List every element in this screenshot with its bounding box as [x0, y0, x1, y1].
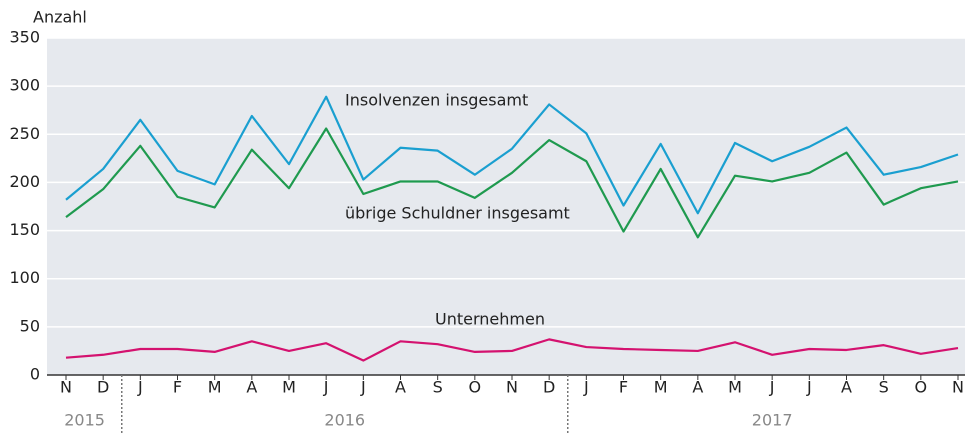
x-tick-label: M: [728, 378, 742, 397]
x-tick-label: S: [433, 378, 443, 397]
series-label: übrige Schuldner insgesamt: [345, 204, 570, 223]
series-line: [65, 95, 959, 215]
x-tick-label: O: [915, 378, 928, 397]
y-tick-label: 250: [9, 124, 40, 143]
series-line: [65, 127, 959, 239]
plot-background: [47, 38, 965, 375]
x-tick-label: D: [543, 378, 555, 397]
x-group-label: 2017: [752, 411, 793, 430]
x-tick-label: A: [395, 378, 406, 397]
x-tick-label: J: [360, 378, 366, 397]
y-tick-label: 0: [30, 365, 40, 384]
series-line: [65, 338, 959, 362]
x-tick-label: J: [323, 378, 329, 397]
x-tick-label: J: [583, 378, 589, 397]
x-tick-label: J: [806, 378, 812, 397]
y-axis-label: Anzahl: [33, 8, 87, 27]
x-tick-label: D: [97, 378, 109, 397]
y-tick-label: 100: [9, 268, 40, 287]
x-tick-label: N: [952, 378, 964, 397]
x-tick-label: S: [879, 378, 889, 397]
x-tick-label: J: [137, 378, 143, 397]
y-tick-label: 150: [9, 220, 40, 239]
y-tick-label: 300: [9, 76, 40, 95]
x-tick-label: M: [282, 378, 296, 397]
x-tick-label: M: [654, 378, 668, 397]
x-group-label: 2015: [64, 411, 105, 430]
x-tick-label: F: [619, 378, 628, 397]
x-group-label: 2016: [324, 411, 365, 430]
x-tick-label: A: [692, 378, 703, 397]
series-label: Unternehmen: [435, 310, 545, 329]
x-tick-label: O: [469, 378, 482, 397]
x-tick-label: F: [173, 378, 182, 397]
y-tick-label: 350: [9, 28, 40, 47]
x-tick-label: N: [506, 378, 518, 397]
x-tick-label: A: [246, 378, 257, 397]
x-tick-label: N: [60, 378, 72, 397]
x-tick-label: M: [208, 378, 222, 397]
y-tick-label: 50: [20, 316, 40, 335]
y-tick-label: 200: [9, 172, 40, 191]
series-label: Insolvenzen insgesamt: [345, 91, 528, 110]
x-tick-label: A: [841, 378, 852, 397]
x-tick-label: J: [769, 378, 775, 397]
